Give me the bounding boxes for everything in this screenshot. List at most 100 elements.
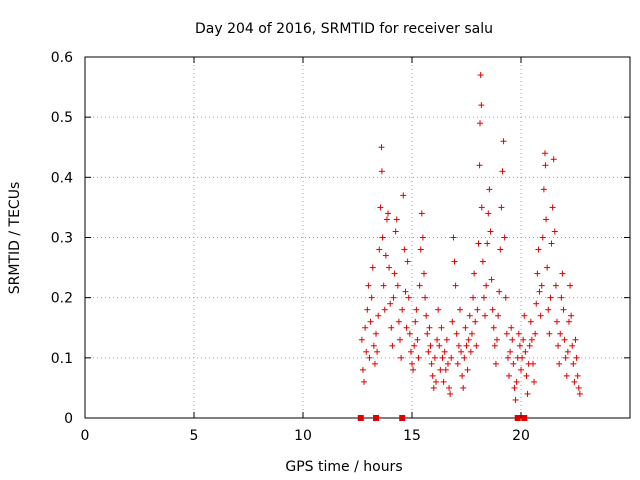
data-point bbox=[511, 384, 518, 391]
data-point bbox=[434, 336, 441, 343]
data-point bbox=[520, 336, 527, 343]
data-point bbox=[451, 258, 458, 265]
y-tick-label: 0.4 bbox=[51, 170, 73, 186]
data-point bbox=[494, 336, 501, 343]
data-point bbox=[538, 282, 545, 289]
data-point bbox=[474, 306, 481, 313]
data-point bbox=[455, 342, 462, 349]
data-point bbox=[378, 168, 385, 175]
x-tick-label: 10 bbox=[294, 428, 312, 444]
data-point bbox=[510, 360, 517, 367]
data-point bbox=[504, 354, 511, 361]
y-axis-label: SRMTID / TECUs bbox=[7, 182, 23, 295]
data-point bbox=[473, 342, 480, 349]
data-point bbox=[503, 330, 510, 337]
data-point bbox=[506, 372, 513, 379]
data-point bbox=[576, 390, 583, 397]
grid bbox=[85, 57, 630, 418]
data-point bbox=[482, 312, 489, 319]
data-point bbox=[509, 336, 516, 343]
data-point bbox=[448, 354, 455, 361]
data-point bbox=[387, 300, 394, 307]
data-point bbox=[391, 270, 398, 277]
data-point bbox=[437, 366, 444, 373]
data-point bbox=[563, 372, 570, 379]
data-point bbox=[540, 186, 547, 193]
data-point bbox=[363, 348, 370, 355]
data-point bbox=[417, 246, 424, 253]
data-point bbox=[392, 228, 399, 235]
data-point bbox=[490, 324, 497, 331]
data-point bbox=[498, 204, 505, 211]
data-point bbox=[545, 306, 552, 313]
data-point bbox=[440, 378, 447, 385]
data-point bbox=[375, 312, 382, 319]
y-tick-label: 0.1 bbox=[51, 351, 73, 367]
data-point bbox=[393, 216, 400, 223]
data-point bbox=[569, 342, 576, 349]
y-tick-label: 0.6 bbox=[51, 50, 73, 66]
y-tick-label: 0.5 bbox=[51, 110, 73, 126]
data-point bbox=[471, 270, 478, 277]
data-point bbox=[466, 312, 473, 319]
data-point bbox=[546, 330, 553, 337]
data-point bbox=[508, 324, 515, 331]
data-point bbox=[501, 234, 508, 241]
data-point bbox=[465, 336, 472, 343]
data-point bbox=[542, 162, 549, 169]
data-point bbox=[544, 264, 551, 271]
data-point bbox=[459, 372, 466, 379]
data-point bbox=[404, 258, 411, 265]
data-point bbox=[419, 234, 426, 241]
data-point bbox=[499, 168, 506, 175]
data-point bbox=[385, 210, 392, 217]
data-point bbox=[427, 342, 434, 349]
data-point bbox=[575, 384, 582, 391]
data-point bbox=[410, 366, 417, 373]
data-point bbox=[460, 384, 467, 391]
data-point bbox=[406, 330, 413, 337]
data-point bbox=[568, 312, 575, 319]
data-point bbox=[492, 360, 499, 367]
data-point bbox=[558, 294, 565, 301]
data-point bbox=[420, 270, 427, 277]
data-point bbox=[395, 318, 402, 325]
x-tick-label: 0 bbox=[81, 428, 90, 444]
data-point bbox=[531, 378, 538, 385]
data-point bbox=[435, 306, 442, 313]
y-tick-label: 0.3 bbox=[51, 231, 73, 247]
data-point bbox=[502, 294, 509, 301]
data-point bbox=[515, 330, 522, 337]
data-point bbox=[536, 288, 543, 295]
data-point bbox=[479, 258, 486, 265]
data-point bbox=[456, 306, 463, 313]
data-point bbox=[424, 330, 431, 337]
y-tick-label: 0.2 bbox=[51, 291, 73, 307]
data-point bbox=[370, 342, 377, 349]
data-point bbox=[450, 234, 457, 241]
data-point bbox=[423, 312, 430, 319]
data-point bbox=[412, 318, 419, 325]
data-point bbox=[562, 354, 569, 361]
data-point bbox=[472, 318, 479, 325]
data-point bbox=[551, 228, 558, 235]
data-point bbox=[446, 384, 453, 391]
data-point bbox=[358, 336, 365, 343]
data-point bbox=[522, 348, 529, 355]
data-point bbox=[369, 264, 376, 271]
data-point bbox=[374, 348, 381, 355]
data-point bbox=[373, 330, 380, 337]
data-point bbox=[552, 282, 559, 289]
data-point bbox=[413, 306, 420, 313]
ticks: 0 5 10 15 20 0 0.1 0.2 0.3 0.4 0.5 0.6 bbox=[51, 50, 630, 444]
data-point bbox=[567, 282, 574, 289]
data-point bbox=[364, 306, 371, 313]
data-point bbox=[574, 372, 581, 379]
data-point bbox=[559, 270, 566, 277]
data-point bbox=[533, 300, 540, 307]
data-point bbox=[518, 366, 524, 373]
x-tick-label: 20 bbox=[512, 428, 530, 444]
data-point bbox=[537, 312, 544, 319]
data-points bbox=[357, 72, 583, 421]
data-point bbox=[415, 354, 422, 361]
